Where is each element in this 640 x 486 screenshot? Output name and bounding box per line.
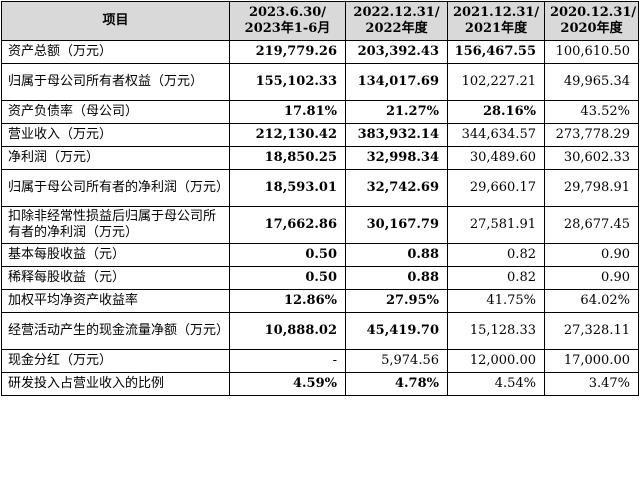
cell-2023: 12.86% — [229, 289, 346, 313]
table-row: 研发投入占营业收入的比例 4.59% 4.78% 4.54% 3.47% — [1, 372, 639, 396]
table-row: 资产总额（万元） 219,779.26 203,392.43 156,467.5… — [1, 40, 639, 64]
table-row: 基本每股收益（元） 0.50 0.88 0.82 0.90 — [1, 243, 639, 267]
row-label: 归属于母公司所有者的净利润（万元） — [1, 169, 230, 207]
row-label: 基本每股收益（元） — [1, 243, 230, 267]
header-col-2021-line2: 2021年度 — [464, 21, 528, 36]
header-col-2023-line2: 2023年1-6月 — [244, 21, 331, 36]
table-row: 净利润（万元） 18,850.25 32,998.34 30,489.60 30… — [1, 146, 639, 170]
cell-2021: 0.82 — [447, 266, 545, 290]
cell-2020: 0.90 — [544, 266, 639, 290]
header-col-2023: 2023.6.30/ 2023年1-6月 — [229, 1, 346, 41]
cell-2023: 18,593.01 — [229, 169, 346, 207]
cell-2023: 17,662.86 — [229, 206, 346, 244]
header-col-2020-line1: 2020.12.31/ — [550, 5, 637, 20]
row-label: 现金分红（万元） — [1, 349, 230, 373]
table-row: 归属于母公司所有者的净利润（万元） 18,593.01 32,742.69 29… — [1, 169, 639, 207]
cell-2021: 0.82 — [447, 243, 545, 267]
cell-2020: 27,328.11 — [544, 312, 639, 350]
cell-2023: 10,888.02 — [229, 312, 346, 350]
cell-2021: 344,634.57 — [447, 123, 545, 147]
cell-2022: 4.78% — [345, 372, 448, 396]
cell-2022: 27.95% — [345, 289, 448, 313]
cell-2023: - — [229, 349, 346, 373]
cell-2023: 17.81% — [229, 100, 346, 124]
cell-2022: 30,167.79 — [345, 206, 448, 244]
table-row: 扣除非经常性损益后归属于母公司所有者的净利润（万元） 17,662.86 30,… — [1, 206, 639, 244]
row-label: 经营活动产生的现金流量净额（万元） — [1, 312, 230, 350]
cell-2023: 219,779.26 — [229, 40, 346, 64]
cell-2023: 212,130.42 — [229, 123, 346, 147]
cell-2020: 17,000.00 — [544, 349, 639, 373]
cell-2020: 28,677.45 — [544, 206, 639, 244]
cell-2021: 28.16% — [447, 100, 545, 124]
cell-2021: 30,489.60 — [447, 146, 545, 170]
cell-2021: 156,467.55 — [447, 40, 545, 64]
row-label: 资产总额（万元） — [1, 40, 230, 64]
header-item-label: 项目 — [102, 13, 129, 28]
cell-2020: 30,602.33 — [544, 146, 639, 170]
cell-2020: 3.47% — [544, 372, 639, 396]
cell-2023: 0.50 — [229, 243, 346, 267]
cell-2020: 100,610.50 — [544, 40, 639, 64]
header-col-2021-line1: 2021.12.31/ — [453, 5, 540, 20]
header-col-2023-line1: 2023.6.30/ — [248, 5, 327, 20]
cell-2020: 64.02% — [544, 289, 639, 313]
cell-2023: 155,102.33 — [229, 63, 346, 101]
cell-2021: 27,581.91 — [447, 206, 545, 244]
header-item: 项目 — [1, 1, 230, 41]
cell-2021: 12,000.00 — [447, 349, 545, 373]
row-label: 研发投入占营业收入的比例 — [1, 372, 230, 396]
table-row: 归属于母公司所有者权益（万元） 155,102.33 134,017.69 10… — [1, 63, 639, 101]
row-label: 扣除非经常性损益后归属于母公司所有者的净利润（万元） — [1, 206, 230, 244]
header-col-2022: 2022.12.31/ 2022年度 — [345, 1, 448, 41]
cell-2022: 5,974.56 — [345, 349, 448, 373]
cell-2020: 29,798.91 — [544, 169, 639, 207]
cell-2022: 383,932.14 — [345, 123, 448, 147]
cell-2022: 32,742.69 — [345, 169, 448, 207]
cell-2020: 43.52% — [544, 100, 639, 124]
cell-2022: 0.88 — [345, 266, 448, 290]
table-row: 稀释每股收益（元） 0.50 0.88 0.82 0.90 — [1, 266, 639, 290]
cell-2022: 134,017.69 — [345, 63, 448, 101]
cell-2021: 102,227.21 — [447, 63, 545, 101]
cell-2021: 41.75% — [447, 289, 545, 313]
cell-2020: 0.90 — [544, 243, 639, 267]
cell-2021: 4.54% — [447, 372, 545, 396]
cell-2022: 0.88 — [345, 243, 448, 267]
cell-2022: 203,392.43 — [345, 40, 448, 64]
cell-2022: 32,998.34 — [345, 146, 448, 170]
row-label: 稀释每股收益（元） — [1, 266, 230, 290]
table-row: 加权平均净资产收益率 12.86% 27.95% 41.75% 64.02% — [1, 289, 639, 313]
header-col-2020-line2: 2020年度 — [560, 21, 623, 36]
header-row: 项目 2023.6.30/ 2023年1-6月 2022.12.31/ 2022… — [1, 1, 639, 41]
cell-2023: 0.50 — [229, 266, 346, 290]
cell-2023: 4.59% — [229, 372, 346, 396]
cell-2022: 45,419.70 — [345, 312, 448, 350]
row-label: 净利润（万元） — [1, 146, 230, 170]
financial-summary-table: 项目 2023.6.30/ 2023年1-6月 2022.12.31/ 2022… — [1, 1, 639, 396]
cell-2021: 15,128.33 — [447, 312, 545, 350]
row-label: 营业收入（万元） — [1, 123, 230, 147]
cell-2020: 49,965.34 — [544, 63, 639, 101]
header-col-2022-line2: 2022年度 — [365, 21, 428, 36]
row-label: 归属于母公司所有者权益（万元） — [1, 63, 230, 101]
header-col-2021: 2021.12.31/ 2021年度 — [447, 1, 545, 41]
cell-2021: 29,660.17 — [447, 169, 545, 207]
cell-2020: 273,778.29 — [544, 123, 639, 147]
header-col-2022-line1: 2022.12.31/ — [353, 5, 440, 20]
table-row: 资产负债率（母公司） 17.81% 21.27% 28.16% 43.52% — [1, 100, 639, 124]
row-label: 加权平均净资产收益率 — [1, 289, 230, 313]
cell-2023: 18,850.25 — [229, 146, 346, 170]
cell-2022: 21.27% — [345, 100, 448, 124]
table-row: 经营活动产生的现金流量净额（万元） 10,888.02 45,419.70 15… — [1, 312, 639, 350]
table-row: 现金分红（万元） - 5,974.56 12,000.00 17,000.00 — [1, 349, 639, 373]
table-row: 营业收入（万元） 212,130.42 383,932.14 344,634.5… — [1, 123, 639, 147]
row-label: 资产负债率（母公司） — [1, 100, 230, 124]
header-col-2020: 2020.12.31/ 2020年度 — [544, 1, 639, 41]
